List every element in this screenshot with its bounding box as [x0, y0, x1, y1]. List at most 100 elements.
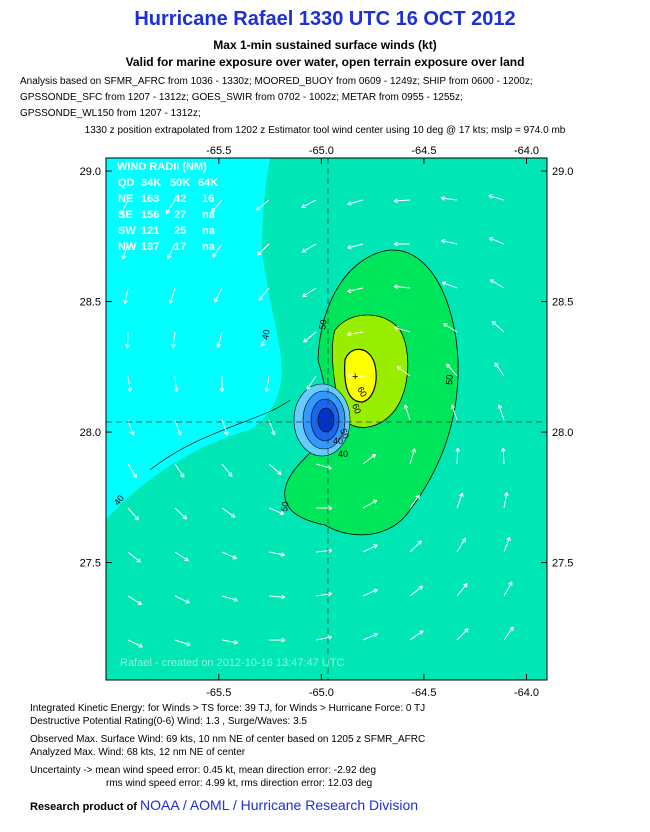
y-tick-label: 28.0	[80, 427, 101, 439]
wind-vector-head	[328, 548, 333, 554]
wind-vector	[347, 243, 364, 249]
uncertainty-rms-line: rms wind speed error: 4.99 kt, rms direc…	[106, 778, 373, 789]
wind-vector	[212, 243, 223, 258]
watermark: Rafael - created on 2012-10-16 13:47:47 …	[120, 657, 344, 669]
wind-vector	[221, 507, 236, 518]
wind-vector-head	[373, 588, 379, 593]
wind-vector-head	[461, 537, 466, 543]
wind-vector	[174, 551, 189, 562]
wind-vector-head	[214, 298, 219, 303]
wind-vector	[503, 626, 514, 641]
wind-vector-head	[171, 343, 176, 349]
wind-vector-head	[224, 431, 229, 436]
wind-vector	[214, 287, 223, 303]
wind-vector	[443, 323, 458, 333]
wind-vector	[127, 463, 137, 478]
wind-vector-head	[279, 510, 285, 516]
wind-vector-head	[450, 404, 456, 409]
wind-vector-head	[440, 196, 446, 201]
wind-vector-head	[373, 544, 378, 549]
wind-vector-head	[134, 516, 140, 521]
wind-vector	[362, 544, 378, 553]
wind-vector	[409, 540, 422, 553]
contour-line	[149, 399, 291, 471]
wind-radii-cell: NW	[118, 241, 137, 253]
wind-vector-head	[373, 499, 378, 504]
wind-radii-header: 64K	[198, 177, 218, 189]
wind-radii-title: WIND RADII (NM)	[117, 161, 207, 173]
wind-vector	[362, 453, 376, 465]
wind-radii-cell: 27	[174, 209, 186, 221]
wind-vector	[221, 551, 237, 560]
position-note: 1330 z position extrapolated from 1202 z…	[84, 125, 566, 136]
wind-vector-head	[137, 600, 143, 605]
wind-vector	[409, 494, 420, 509]
wind-vector-head	[393, 284, 398, 290]
wind-vector	[347, 199, 364, 205]
wind-vector	[347, 287, 364, 293]
y-tick-label: 27.5	[80, 558, 101, 570]
wind-vector-head	[488, 236, 494, 242]
wind-vector	[394, 327, 411, 333]
wind-vector-head	[168, 299, 174, 304]
wind-vector-head	[497, 404, 503, 409]
x-tick-label: -65.0	[309, 687, 334, 699]
wind-vector	[362, 589, 378, 597]
wind-vector	[494, 362, 505, 377]
wind-vector-head	[186, 641, 191, 647]
wind-vector-head	[184, 556, 189, 562]
wind-vector-head	[415, 494, 420, 500]
x-tick-label: -65.5	[206, 145, 231, 157]
x-tick-label: -64.0	[514, 687, 539, 699]
wind-vector-head	[508, 581, 513, 587]
wind-vector-head	[130, 431, 135, 436]
wind-vector-head	[281, 594, 286, 600]
wind-vector	[268, 507, 284, 515]
wind-vector	[409, 585, 423, 597]
wind-vector	[362, 499, 378, 509]
y-tick-label: 28.5	[552, 297, 573, 309]
analysis-sources: Analysis based on SFMR_AFRC from 1036 - …	[20, 74, 533, 122]
wind-radii-cell: na	[202, 241, 216, 253]
wind-vector-head	[173, 388, 179, 393]
wind-vector	[167, 243, 176, 259]
wind-vector-head	[233, 639, 239, 645]
wind-vector-head	[277, 470, 282, 475]
wind-vector-head	[443, 322, 448, 328]
plot-frame	[105, 157, 548, 681]
wind-vectors	[120, 194, 514, 648]
wind-vector	[409, 448, 416, 465]
y-tick-label: 29.0	[80, 166, 101, 178]
wind-radii-header: 34K	[141, 177, 161, 189]
wind-vector	[456, 583, 468, 597]
contour-label: 50	[444, 374, 455, 385]
wind-vector-head	[256, 251, 262, 256]
wind-vector-head	[506, 536, 511, 542]
wind-radii-cell: NE	[118, 193, 133, 205]
credit-org-link[interactable]: NOAA / AOML / Hurricane Research Divisio…	[140, 797, 419, 813]
wind-vector-head	[441, 238, 446, 244]
wind-vector-head	[280, 552, 286, 557]
analysis-line: GPSSONDE_WL150 from 1207 - 1312z;	[20, 108, 201, 119]
contour-label: 60	[355, 385, 369, 399]
wind-vector	[260, 331, 270, 347]
wind-vector	[306, 375, 317, 390]
wind-vector	[456, 492, 463, 509]
wind-vector	[172, 331, 176, 348]
contour-field: 40 50 60 40 50 40 50 50 60 40 + WIND RAD…	[106, 158, 547, 680]
wind-radii-cell: na	[202, 209, 216, 221]
observed-max-line: Observed Max. Surface Wind: 69 kts, 10 n…	[30, 734, 426, 745]
wind-vector-head	[264, 387, 270, 393]
wind-vector-head	[373, 632, 379, 638]
wind-vector	[503, 536, 511, 553]
wind-vector-head	[393, 198, 398, 204]
wind-vector	[498, 404, 505, 421]
wind-vector	[174, 639, 191, 646]
wind-vector	[315, 592, 332, 597]
wind-vector-head	[127, 387, 133, 393]
wind-vector	[489, 279, 505, 289]
wind-vector-head	[488, 194, 493, 199]
wind-vector	[441, 240, 458, 245]
wind-vector-head	[347, 288, 352, 294]
wind-vector-head	[347, 244, 352, 250]
